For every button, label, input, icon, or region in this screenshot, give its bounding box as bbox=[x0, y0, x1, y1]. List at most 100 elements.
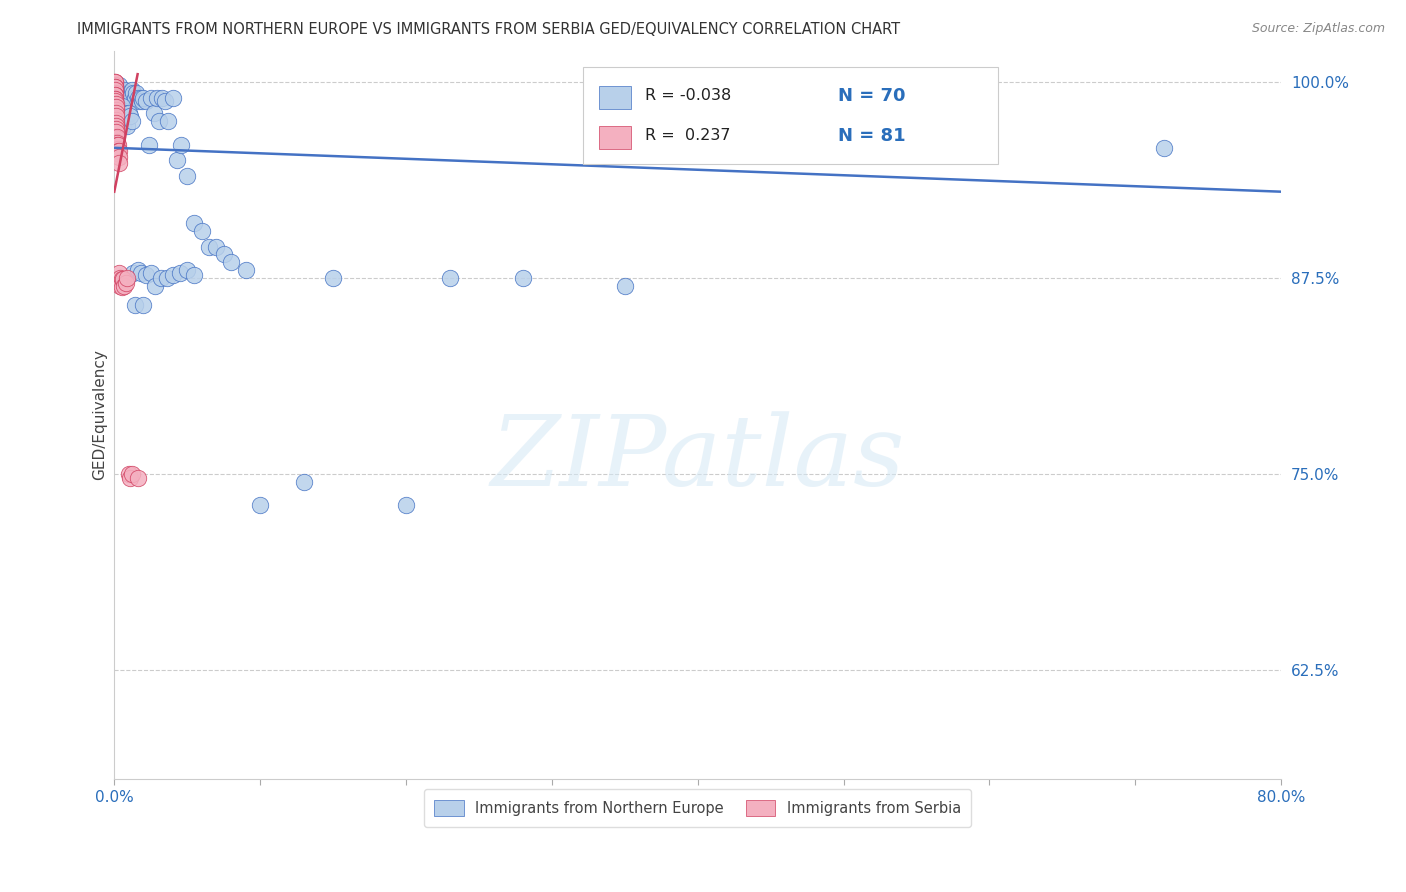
Point bbox=[103, 91, 125, 105]
Point bbox=[127, 263, 149, 277]
Y-axis label: GED/Equivalency: GED/Equivalency bbox=[93, 350, 107, 481]
Point bbox=[110, 86, 132, 100]
Point bbox=[107, 78, 129, 92]
Point bbox=[104, 100, 127, 114]
Point bbox=[108, 278, 131, 293]
Point bbox=[104, 119, 127, 133]
Point bbox=[103, 94, 125, 108]
Point bbox=[104, 89, 127, 103]
Point bbox=[114, 278, 136, 293]
FancyBboxPatch shape bbox=[583, 67, 998, 163]
Point bbox=[127, 471, 149, 485]
Point bbox=[121, 114, 143, 128]
Point bbox=[107, 137, 129, 152]
Point bbox=[235, 263, 257, 277]
Point bbox=[115, 276, 138, 290]
Point bbox=[219, 255, 242, 269]
Point bbox=[104, 83, 127, 97]
Point bbox=[121, 467, 143, 481]
Point bbox=[105, 125, 128, 139]
Point bbox=[128, 94, 150, 108]
Point bbox=[104, 100, 127, 114]
Point bbox=[104, 106, 127, 120]
Point bbox=[103, 110, 125, 124]
Point bbox=[135, 268, 157, 282]
Point bbox=[104, 94, 127, 108]
Point bbox=[176, 263, 198, 277]
Point bbox=[191, 224, 214, 238]
Point bbox=[117, 271, 139, 285]
Point bbox=[176, 169, 198, 183]
Text: ZIPatlas: ZIPatlas bbox=[491, 411, 905, 507]
Point bbox=[121, 83, 143, 97]
Point bbox=[104, 98, 127, 112]
Point bbox=[104, 100, 127, 114]
Point bbox=[104, 75, 127, 89]
Point bbox=[157, 114, 180, 128]
Point bbox=[170, 137, 193, 152]
Point bbox=[104, 87, 127, 102]
Point bbox=[104, 94, 127, 108]
Point bbox=[105, 145, 128, 160]
Point bbox=[108, 266, 131, 280]
Point bbox=[104, 79, 127, 94]
Point bbox=[104, 97, 127, 112]
Text: IMMIGRANTS FROM NORTHERN EUROPE VS IMMIGRANTS FROM SERBIA GED/EQUIVALENCY CORREL: IMMIGRANTS FROM NORTHERN EUROPE VS IMMIG… bbox=[77, 22, 900, 37]
Bar bbox=[599, 126, 631, 149]
Point bbox=[103, 87, 125, 102]
Text: R =  0.237: R = 0.237 bbox=[645, 128, 731, 144]
Point bbox=[105, 136, 128, 150]
Point bbox=[122, 266, 145, 280]
Point bbox=[145, 91, 167, 105]
Text: Source: ZipAtlas.com: Source: ZipAtlas.com bbox=[1251, 22, 1385, 36]
Point bbox=[114, 106, 136, 120]
Point bbox=[107, 142, 129, 156]
Point bbox=[104, 79, 127, 94]
Point bbox=[112, 91, 135, 105]
Point bbox=[112, 119, 135, 133]
Point bbox=[183, 268, 205, 282]
Point bbox=[148, 114, 170, 128]
Point bbox=[104, 86, 127, 100]
Text: N = 81: N = 81 bbox=[838, 127, 905, 145]
Point bbox=[162, 91, 184, 105]
Point bbox=[117, 119, 139, 133]
Point bbox=[105, 141, 128, 155]
Point bbox=[138, 137, 160, 152]
Point bbox=[103, 86, 125, 100]
Point bbox=[104, 87, 127, 102]
Point bbox=[105, 135, 128, 149]
Point bbox=[103, 117, 125, 131]
Point bbox=[292, 475, 315, 489]
Point bbox=[613, 278, 636, 293]
Point bbox=[139, 266, 162, 280]
Point bbox=[395, 498, 418, 512]
Point bbox=[103, 95, 125, 110]
Point bbox=[129, 266, 152, 280]
Point bbox=[212, 247, 235, 261]
Point bbox=[149, 271, 172, 285]
Point bbox=[118, 86, 141, 100]
Point bbox=[105, 116, 128, 130]
Point bbox=[105, 142, 128, 156]
Point bbox=[103, 83, 125, 97]
Point bbox=[103, 75, 125, 89]
Point bbox=[512, 271, 534, 285]
Point bbox=[169, 266, 191, 280]
Point bbox=[131, 94, 153, 108]
Point bbox=[104, 95, 127, 110]
Point bbox=[124, 91, 146, 105]
Point bbox=[107, 137, 129, 152]
Point bbox=[132, 91, 155, 105]
Point bbox=[115, 87, 138, 102]
Point bbox=[108, 114, 131, 128]
Point bbox=[104, 84, 127, 98]
Point bbox=[117, 91, 139, 105]
Point bbox=[105, 131, 128, 145]
Point bbox=[162, 268, 184, 282]
Point bbox=[104, 98, 127, 112]
Point bbox=[103, 78, 125, 92]
Point bbox=[1153, 141, 1175, 155]
Point bbox=[114, 83, 136, 97]
Point bbox=[118, 106, 141, 120]
